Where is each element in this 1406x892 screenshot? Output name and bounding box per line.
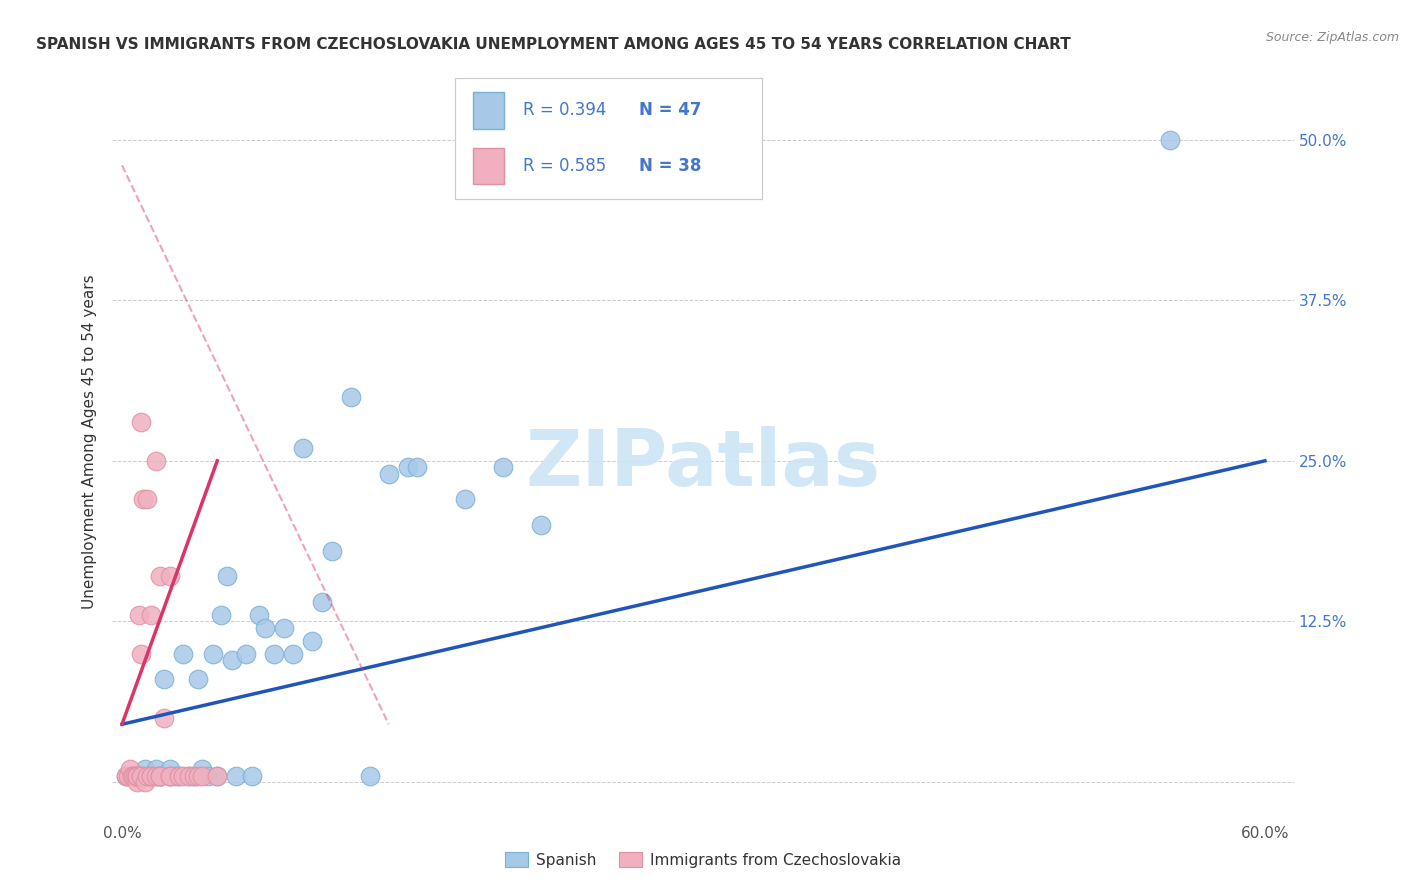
Point (145, 762, 167, 776)
Point (145, 769, 167, 783)
Point (159, 769, 181, 783)
Point (191, 762, 214, 776)
Legend: Spanish, Immigrants from Czechoslovakia: Spanish, Immigrants from Czechoslovakia (499, 846, 907, 873)
Point (283, 647, 305, 661)
Point (406, 460, 429, 475)
Point (359, 769, 381, 783)
Point (247, 607, 270, 622)
Point (132, 492, 155, 507)
Point (149, 769, 172, 783)
Point (121, 769, 143, 783)
Point (114, 769, 136, 783)
Point (191, 769, 214, 783)
Point (530, 518, 553, 533)
Point (240, 769, 263, 783)
Point (122, 769, 145, 783)
Text: Source: ZipAtlas.com: Source: ZipAtlas.com (1265, 31, 1399, 45)
Point (135, 769, 157, 783)
Point (235, 647, 257, 661)
Point (149, 769, 172, 783)
Text: ZIPatlas: ZIPatlas (526, 426, 880, 502)
Point (209, 607, 232, 622)
Point (127, 769, 149, 783)
Y-axis label: Unemployment Among Ages 45 to 54 years: Unemployment Among Ages 45 to 54 years (82, 274, 97, 609)
Point (167, 769, 190, 783)
Point (149, 769, 172, 783)
Point (183, 769, 205, 783)
Point (128, 607, 150, 622)
Point (273, 621, 295, 635)
Point (187, 673, 209, 687)
Point (207, 769, 229, 783)
Point (159, 762, 181, 776)
Point (301, 633, 323, 648)
Point (159, 769, 181, 783)
Point (172, 769, 194, 783)
Point (139, 769, 162, 783)
Point (396, 460, 419, 475)
Point (129, 769, 152, 783)
Point (117, 769, 139, 783)
Point (159, 769, 181, 783)
Point (454, 492, 477, 507)
Point (145, 454, 167, 468)
Point (202, 647, 225, 661)
Point (153, 711, 176, 725)
Point (263, 647, 285, 661)
Point (129, 415, 152, 429)
Point (139, 769, 162, 783)
Point (118, 762, 141, 776)
Point (129, 769, 152, 783)
Point (127, 775, 149, 789)
Point (135, 492, 157, 507)
Point (221, 653, 243, 667)
Point (149, 769, 172, 783)
Point (197, 769, 219, 783)
Point (127, 769, 149, 783)
Point (127, 769, 149, 783)
Point (159, 569, 181, 583)
Point (253, 621, 276, 635)
Point (183, 769, 205, 783)
Point (134, 769, 156, 783)
Point (311, 595, 333, 609)
Point (225, 769, 247, 783)
Point (1159, 132, 1181, 146)
Text: SPANISH VS IMMIGRANTS FROM CZECHOSLOVAKIA UNEMPLOYMENT AMONG AGES 45 TO 54 YEARS: SPANISH VS IMMIGRANTS FROM CZECHOSLOVAKI… (35, 37, 1070, 52)
Point (321, 543, 343, 558)
Point (177, 769, 200, 783)
Point (134, 762, 156, 776)
Point (172, 647, 194, 661)
Point (139, 769, 162, 783)
Point (339, 390, 361, 404)
Point (129, 769, 152, 783)
Point (291, 441, 314, 455)
Point (153, 673, 176, 687)
Point (134, 775, 156, 789)
Point (492, 460, 515, 475)
Point (149, 569, 172, 583)
Point (114, 769, 136, 783)
Point (167, 769, 190, 783)
Point (145, 769, 167, 783)
Point (165, 769, 187, 783)
Point (377, 467, 399, 481)
Point (127, 769, 149, 783)
Point (187, 769, 209, 783)
Point (139, 607, 162, 622)
Point (177, 769, 200, 783)
Point (129, 647, 152, 661)
Point (215, 569, 238, 583)
Point (124, 769, 146, 783)
Point (207, 769, 229, 783)
